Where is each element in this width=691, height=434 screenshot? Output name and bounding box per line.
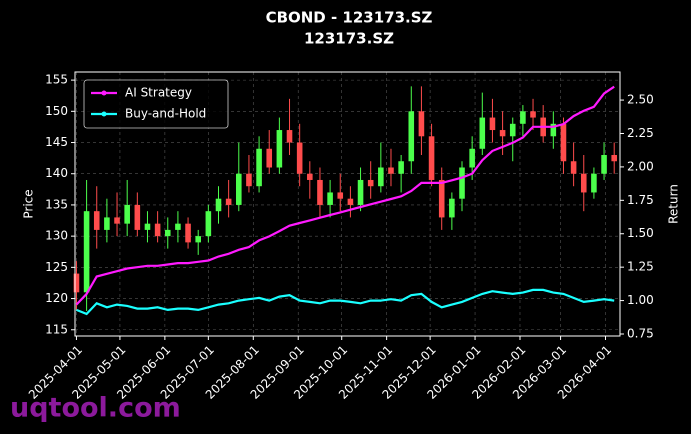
y2-tick-label: 0.75	[627, 326, 654, 340]
candle-body	[469, 148, 475, 168]
candle-body	[195, 236, 201, 243]
y2-tick-label: 2.00	[627, 159, 654, 173]
legend-label: AI Strategy	[125, 86, 192, 100]
candle-body	[347, 198, 354, 205]
candle-body	[185, 223, 191, 243]
candle-body	[489, 117, 496, 131]
candle-body	[591, 173, 597, 193]
candle-body	[367, 179, 374, 187]
y-axis-label: Price	[22, 189, 36, 218]
y-tick-label: 130	[45, 229, 68, 243]
y2-tick-label: 2.25	[627, 126, 654, 140]
candle-body	[459, 167, 465, 199]
y2-axis-label: Return	[667, 184, 681, 224]
candle-body	[509, 123, 516, 137]
legend-marker	[101, 111, 107, 117]
return-line	[75, 288, 615, 316]
candle-body	[93, 211, 100, 230]
candle-body	[327, 192, 333, 205]
candle-body	[479, 117, 486, 149]
legend-label: Buy-and-Hold	[125, 107, 206, 121]
candle-body	[499, 130, 506, 137]
candle-body	[83, 211, 90, 293]
candle-body	[235, 173, 242, 205]
candle-body	[144, 223, 151, 230]
candle-body	[154, 223, 161, 237]
candle-body	[398, 161, 404, 174]
candle-body	[580, 173, 587, 193]
candle-body	[286, 130, 293, 143]
candle-body	[175, 223, 181, 230]
candle-body	[530, 111, 536, 118]
candle-body	[449, 198, 455, 218]
y2-tick-label: 1.50	[627, 226, 654, 240]
candle-body	[134, 204, 141, 230]
candle-body	[215, 198, 222, 212]
candle-body	[73, 273, 80, 293]
candle-body	[388, 167, 394, 174]
plot-frame	[74, 71, 621, 337]
y-tick-label: 135	[45, 197, 68, 211]
candle-body	[296, 142, 303, 174]
return-line	[75, 85, 615, 306]
candle-body	[114, 217, 120, 224]
y2-tick-label: 1.75	[627, 193, 654, 207]
candle-body	[266, 148, 273, 168]
candle-body	[378, 167, 384, 187]
y-tick-label: 145	[45, 135, 68, 149]
candle-body	[570, 161, 577, 174]
candle-body	[307, 173, 313, 180]
candle-body	[164, 229, 171, 237]
candle-body	[246, 173, 252, 187]
candle-body	[601, 155, 607, 174]
y-tick-label: 150	[45, 104, 68, 118]
chart-title: CBOND - 123173.SZ	[266, 9, 433, 27]
y-tick-label: 140	[45, 166, 68, 180]
candle-body	[317, 179, 323, 205]
y-tick-label: 155	[45, 73, 68, 87]
candle-body	[205, 211, 212, 237]
candle-body	[560, 123, 567, 162]
legend-box	[83, 79, 229, 129]
candle-body	[408, 111, 415, 162]
candle-body	[104, 217, 110, 230]
y2-tick-label: 1.25	[627, 260, 654, 274]
candle-body	[337, 192, 344, 199]
y2-tick-label: 1.00	[627, 293, 654, 307]
candle-body	[357, 179, 364, 205]
candle-body	[520, 111, 526, 124]
y-tick-label: 115	[45, 322, 68, 336]
candle-body	[611, 155, 617, 162]
y-tick-label: 125	[45, 260, 68, 274]
candle-body	[276, 130, 283, 168]
candle-body	[438, 179, 445, 218]
y2-tick-label: 2.50	[627, 93, 654, 107]
candle-body	[428, 136, 435, 180]
candle-body	[124, 204, 130, 224]
candle-body	[256, 148, 262, 187]
legend-marker	[101, 90, 107, 96]
chart-subtitle: 123173.SZ	[304, 30, 394, 48]
y-tick-label: 120	[45, 291, 68, 305]
candle-body	[550, 123, 557, 137]
candle-body	[418, 111, 425, 137]
watermark: uqtool.com	[10, 393, 181, 424]
candle-body	[225, 198, 232, 205]
